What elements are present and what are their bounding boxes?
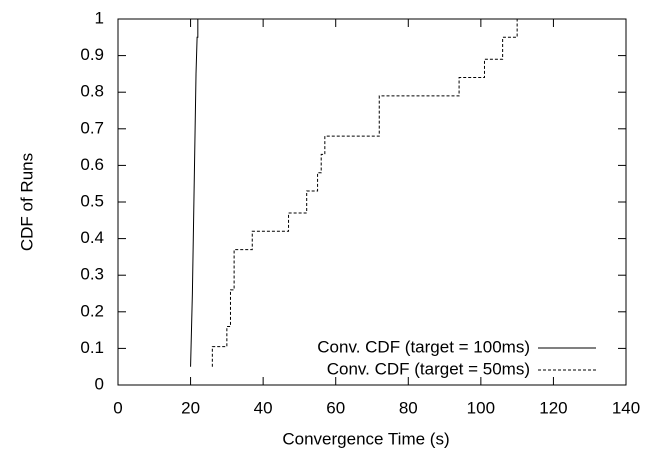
y-tick-label: 0.3 bbox=[80, 265, 104, 284]
x-tick-label: 40 bbox=[254, 398, 273, 417]
y-tick-label: 0.4 bbox=[80, 228, 104, 247]
x-tick-label: 0 bbox=[113, 398, 122, 417]
x-tick-label: 60 bbox=[326, 398, 345, 417]
x-tick-label: 100 bbox=[467, 398, 495, 417]
data-line bbox=[211, 19, 518, 367]
x-tick-label: 120 bbox=[539, 398, 567, 417]
y-tick-label: 0.8 bbox=[80, 82, 104, 101]
y-tick-label: 0.5 bbox=[80, 191, 104, 210]
y-tick-label: 0.9 bbox=[80, 45, 104, 64]
y-tick-label: 0.1 bbox=[80, 338, 104, 357]
y-tick-label: 0.6 bbox=[80, 155, 104, 174]
y-tick-label: 0 bbox=[95, 374, 104, 393]
x-axis-label: Convergence Time (s) bbox=[282, 429, 449, 448]
x-tick-label: 80 bbox=[399, 398, 418, 417]
y-tick-label: 0.2 bbox=[80, 301, 104, 320]
legend-label: Conv. CDF (target = 100ms) bbox=[317, 337, 530, 356]
x-tick-label: 140 bbox=[612, 398, 640, 417]
y-tick-label: 0.7 bbox=[80, 118, 104, 137]
data-line bbox=[190, 19, 199, 367]
y-axis-label: CDF of Runs bbox=[17, 153, 36, 251]
x-tick-label: 20 bbox=[181, 398, 200, 417]
y-tick-label: 1 bbox=[95, 8, 104, 27]
legend-label: Conv. CDF (target = 50ms) bbox=[327, 359, 530, 378]
